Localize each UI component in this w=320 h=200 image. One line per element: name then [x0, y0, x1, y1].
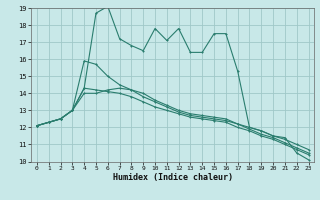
X-axis label: Humidex (Indice chaleur): Humidex (Indice chaleur) [113, 173, 233, 182]
